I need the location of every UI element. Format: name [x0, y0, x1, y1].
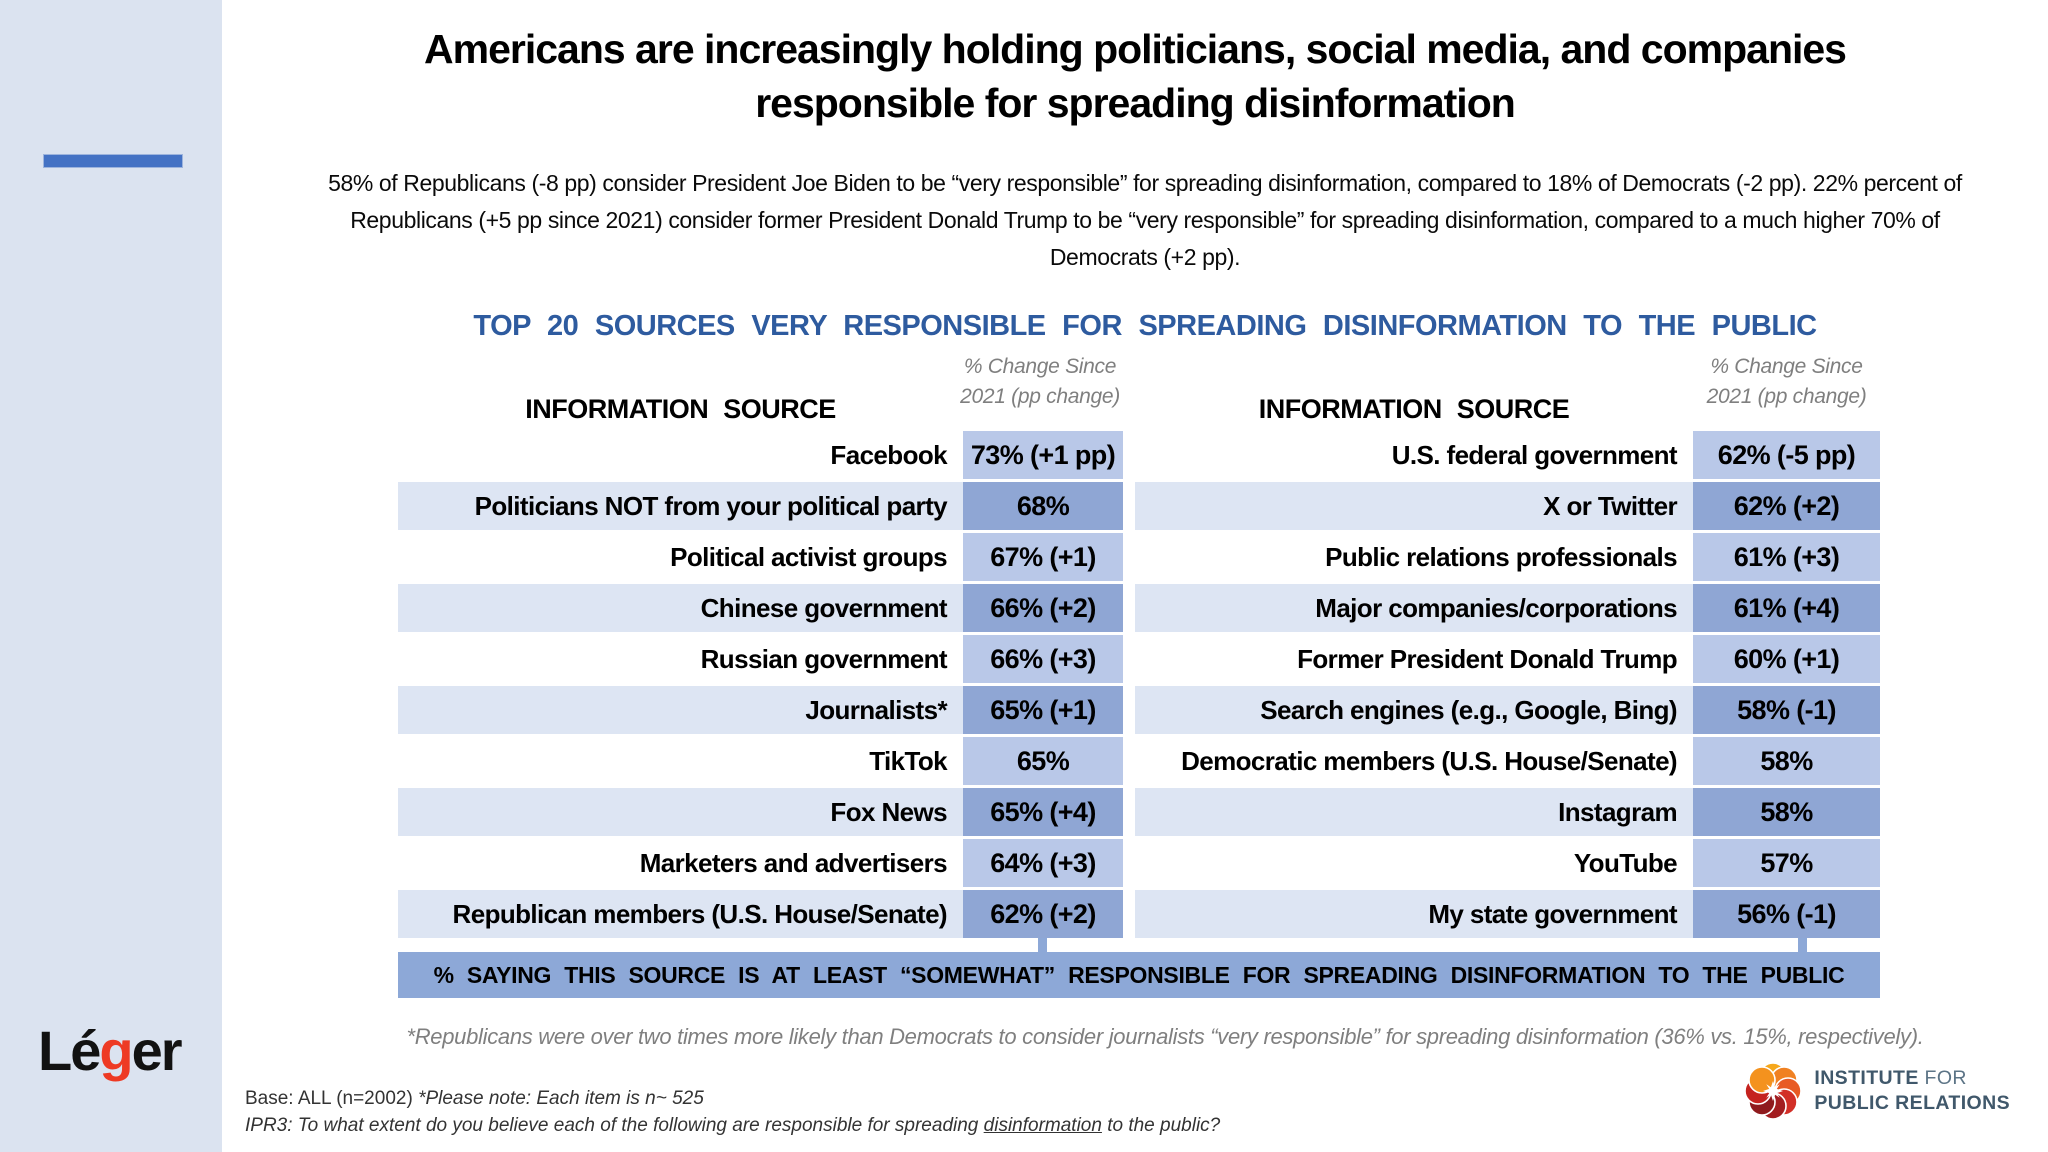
value-cell: 68% [963, 482, 1123, 530]
ipr-logo-text: INSTITUTE FOR PUBLIC RELATIONS [1814, 1066, 2010, 1117]
value-cell: 65% (+4) [963, 788, 1123, 836]
footnote: *Republicans were over two times more li… [406, 1024, 1924, 1049]
source-label: Russian government [700, 643, 948, 674]
source-label: Marketers and advertisers [639, 847, 948, 878]
table-row: U.S. federal government 62% (-5 pp) [1135, 431, 1880, 479]
source-label: YouTube [1573, 847, 1678, 878]
source-label: My state government [1135, 890, 1693, 938]
source-label: TikTok [869, 745, 947, 776]
table-row: Fox News 65% (+4) [398, 788, 1123, 836]
table-row: Democratic members (U.S. House/Senate) 58… [1135, 737, 1880, 785]
table-row: Journalists* 65% (+1) [398, 686, 1123, 734]
table-row: My state government 56% (-1) [1135, 890, 1880, 938]
value-cell: 62% (+2) [963, 890, 1123, 938]
table-row: Marketers and advertisers 64% (+3) [398, 839, 1123, 887]
value-cell: 66% (+2) [963, 584, 1123, 632]
leger-logo: Léger [38, 1019, 183, 1082]
source-label: Public relations professionals [1325, 541, 1677, 572]
table-row: Facebook 73% (+1 pp) [398, 431, 1123, 479]
value-cell: 73% (+1 pp) [963, 431, 1123, 479]
value-cell: 67% (+1) [963, 533, 1123, 581]
value-cell: 64% (+3) [963, 839, 1123, 887]
ipr-rosette-icon [1744, 1062, 1803, 1120]
ipr-line2: PUBLIC RELATIONS [1814, 1092, 2010, 1114]
table-row: Public relations professionals 61% (+3) [1135, 533, 1880, 581]
section-title: TOP 20 SOURCES VERY RESPONSIBLE FOR SPRE… [473, 310, 1817, 342]
source-label: Republican members (U.S. House/Senate) [398, 890, 963, 938]
source-label: X or Twitter [1135, 482, 1693, 530]
table-row: Former President Donald Trump 60% (+1) [1135, 635, 1880, 683]
value-cell: 56% (-1) [1693, 890, 1880, 938]
column-header-pct-change-right: % Change Since 2021 (pp change) [1706, 355, 1867, 409]
column-header-pct-change-left: % Change Since 2021 (pp change) [960, 355, 1120, 409]
connector-stub-left [1038, 938, 1047, 954]
table-row: Russian government 66% (+3) [398, 635, 1123, 683]
source-label: Politicians NOT from your political part… [398, 482, 963, 530]
source-label: Journalists* [398, 686, 963, 734]
column-header-information-source-right: INFORMATION SOURCE [1258, 394, 1570, 424]
source-label: Democratic members (U.S. House/Senate) [1181, 745, 1678, 776]
value-cell: 57% [1693, 839, 1880, 887]
ipr-logo: INSTITUTE FOR PUBLIC RELATIONS [1744, 1062, 2010, 1120]
table-row: YouTube 57% [1135, 839, 1880, 887]
sidebar [0, 0, 222, 1152]
page-title-line2: responsible for spreading disinformation [755, 80, 1516, 127]
table-row: X or Twitter 62% (+2) [1135, 482, 1880, 530]
value-cell: 65% (+1) [963, 686, 1123, 734]
source-label: Fox News [398, 788, 963, 836]
table-row: Republican members (U.S. House/Senate) 62… [398, 890, 1123, 938]
value-cell: 65% [963, 737, 1123, 785]
source-label: Major companies/corporations [1135, 584, 1693, 632]
source-label: Chinese government [398, 584, 963, 632]
source-label: Former President Donald Trump [1297, 643, 1677, 674]
value-cell: 62% (-5 pp) [1693, 431, 1880, 479]
right-table: U.S. federal government 62% (-5 pp) X or T… [1135, 431, 1880, 938]
source-label: U.S. federal government [1391, 439, 1678, 470]
source-label: Search engines (e.g., Google, Bing) [1135, 686, 1693, 734]
source-label: Facebook [830, 439, 947, 470]
value-cell: 66% (+3) [963, 635, 1123, 683]
leger-logo-red-g: g [99, 1019, 133, 1082]
value-cell: 58% [1693, 737, 1880, 785]
left-table: Facebook 73% (+1 pp) Politicians NOT from … [398, 431, 1123, 938]
ipr-line1: INSTITUTE FOR [1814, 1066, 1967, 1089]
question-line: IPR3: To what extent do you believe each… [245, 1114, 1221, 1136]
value-cell: 58% (-1) [1693, 686, 1880, 734]
base-notes: Base: ALL (n=2002) *Please note: Each it… [245, 1086, 1220, 1139]
page-title: Americans are increasingly holding polit… [250, 22, 2020, 130]
base-line: Base: ALL (n=2002) *Please note: Each it… [245, 1088, 704, 1109]
value-cell: 62% (+2) [1693, 482, 1880, 530]
table-row: Instagram 58% [1135, 788, 1880, 836]
value-cell: 61% (+4) [1693, 584, 1880, 632]
table-row: TikTok 65% [398, 737, 1123, 785]
subtitle: 58% of Republicans (-8 pp) consider Pres… [328, 170, 1962, 270]
footer-bar: % SAYING THIS SOURCE IS AT LEAST “SOMEWH… [398, 952, 1880, 998]
connector-stub-right [1798, 938, 1807, 954]
page-title-line1: Americans are increasingly holding polit… [424, 26, 1847, 72]
value-cell: 61% (+3) [1693, 533, 1880, 581]
table-row: Major companies/corporations 61% (+4) [1135, 584, 1880, 632]
table-row: Search engines (e.g., Google, Bing) 58% (… [1135, 686, 1880, 734]
table-row: Politicians NOT from your political part… [398, 482, 1123, 530]
table-row: Chinese government 66% (+2) [398, 584, 1123, 632]
table-row: Political activist groups 67% (+1) [398, 533, 1123, 581]
column-header-information-source-left: INFORMATION SOURCE [525, 394, 836, 424]
accent-bar [43, 154, 183, 168]
value-cell: 60% (+1) [1693, 635, 1880, 683]
source-label: Political activist groups [670, 541, 947, 572]
source-label: Instagram [1135, 788, 1693, 836]
value-cell: 58% [1693, 788, 1880, 836]
